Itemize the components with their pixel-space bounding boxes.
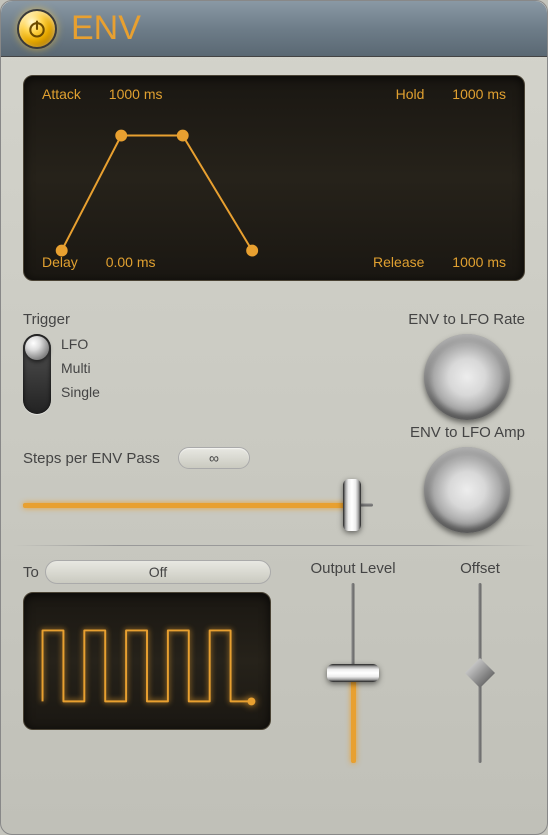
output-level-group: Output Level bbox=[283, 560, 423, 763]
output-level-label: Output Level bbox=[310, 560, 395, 577]
knob-ticks bbox=[412, 322, 522, 432]
env-to-lfo-amp-label: ENV to LFO Amp bbox=[410, 424, 525, 441]
panel-title: ENV bbox=[71, 9, 141, 48]
envelope-display[interactable]: Attack 1000 ms Hold 1000 ms Delay 0.00 m… bbox=[23, 75, 525, 281]
power-button[interactable] bbox=[17, 9, 57, 49]
steps-label: Steps per ENV Pass bbox=[23, 450, 160, 467]
output-level-slider[interactable] bbox=[329, 583, 377, 763]
routing-column: To Off bbox=[23, 560, 271, 730]
panel-header: ENV bbox=[1, 1, 547, 57]
env-panel: ENV Attack 1000 ms Hold 1000 ms Delay 0.… bbox=[0, 0, 548, 835]
power-icon bbox=[27, 19, 47, 39]
knob-ticks bbox=[412, 435, 522, 545]
offset-thumb[interactable] bbox=[465, 658, 495, 688]
to-selector[interactable]: Off bbox=[45, 560, 271, 584]
trigger-switch-thumb bbox=[25, 336, 49, 360]
trigger-option-multi[interactable]: Multi bbox=[61, 360, 100, 376]
output-level-thumb[interactable] bbox=[327, 664, 379, 682]
env-to-lfo-amp-group: ENV to LFO Amp bbox=[410, 424, 525, 533]
controls-section: Trigger LFO Multi Single ENV to LFO Rate bbox=[1, 293, 547, 545]
offset-label: Offset bbox=[460, 560, 500, 577]
waveform-svg bbox=[24, 593, 270, 729]
env-to-lfo-rate-knob[interactable] bbox=[424, 334, 510, 420]
envelope-curve[interactable] bbox=[24, 76, 524, 280]
offset-slider[interactable] bbox=[456, 583, 504, 763]
output-section: To Off Output Level Offset bbox=[1, 546, 547, 771]
trigger-option-single[interactable]: Single bbox=[61, 384, 100, 400]
steps-slider-fill bbox=[23, 503, 352, 508]
offset-group: Offset bbox=[435, 560, 525, 763]
trigger-option-lfo[interactable]: LFO bbox=[61, 336, 100, 352]
trigger-label: Trigger bbox=[23, 311, 100, 328]
env-to-lfo-rate-group: ENV to LFO Rate bbox=[408, 311, 525, 420]
env-to-lfo-amp-knob[interactable] bbox=[424, 447, 510, 533]
steps-slider-thumb[interactable] bbox=[343, 479, 361, 531]
envelope-section: Attack 1000 ms Hold 1000 ms Delay 0.00 m… bbox=[1, 57, 547, 293]
waveform-display[interactable] bbox=[23, 592, 271, 730]
trigger-group: Trigger LFO Multi Single bbox=[23, 311, 100, 414]
output-level-fill bbox=[351, 673, 356, 763]
env-to-lfo-rate-label: ENV to LFO Rate bbox=[408, 311, 525, 328]
steps-slider[interactable] bbox=[23, 477, 373, 533]
steps-group: Steps per ENV Pass ∞ bbox=[23, 447, 390, 533]
to-label: To bbox=[23, 564, 39, 581]
trigger-options: LFO Multi Single bbox=[61, 334, 100, 400]
trigger-switch[interactable] bbox=[23, 334, 51, 414]
steps-value-badge[interactable]: ∞ bbox=[178, 447, 250, 469]
